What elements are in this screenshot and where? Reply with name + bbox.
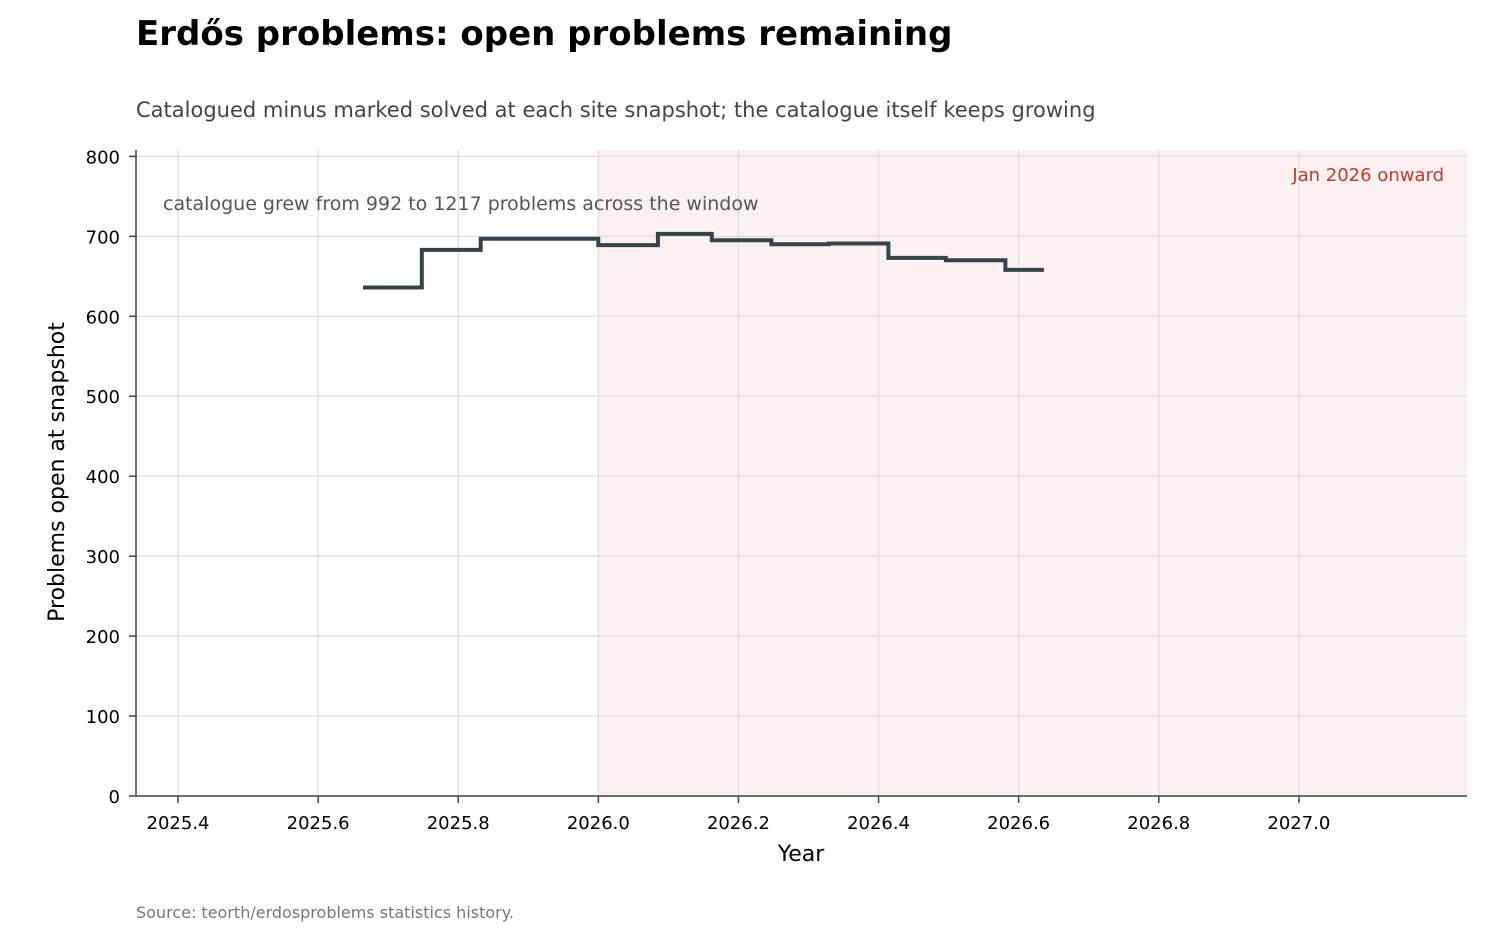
x-tick-label: 2027.0 <box>1267 813 1330 834</box>
series-line-open-problems <box>363 231 1044 290</box>
x-tick-label: 2026.2 <box>707 813 770 834</box>
y-axis-label: Problems open at snapshot <box>45 322 70 622</box>
annotation-catalogue-growth: catalogue grew from 992 to 1217 problems… <box>163 193 759 215</box>
y-tick-label: 300 <box>86 547 120 568</box>
shaded-region-jan-2026-onward <box>598 150 1467 796</box>
x-axis-label: Year <box>777 842 826 867</box>
y-tick-label: 500 <box>86 387 120 408</box>
axes: 0 100 200 300 400 500 600 700 800 2025.4 2025.6 202… <box>86 147 1467 834</box>
source-note: Source: teorth/erdosproblems statistics … <box>136 903 515 922</box>
y-tick-label: 100 <box>86 707 120 728</box>
y-tick-label: 700 <box>86 227 120 248</box>
chart-subtitle: Catalogued minus marked solved at each s… <box>136 98 1096 122</box>
chart-title: Erdős problems: open problems remaining <box>136 14 953 54</box>
shaded-region-label: Jan 2026 onward <box>1291 165 1444 186</box>
x-tick-label: 2026.0 <box>567 813 630 834</box>
x-tick-label: 2025.6 <box>287 813 350 834</box>
x-tick-label: 2026.6 <box>987 813 1050 834</box>
gridlines <box>136 150 1467 797</box>
plot-area <box>363 231 1044 290</box>
y-tick-label: 800 <box>86 147 120 168</box>
y-tick-label: 0 <box>109 787 120 808</box>
y-tick-label: 600 <box>86 307 120 328</box>
x-tick-label: 2026.4 <box>847 813 910 834</box>
x-tick-label: 2025.4 <box>147 813 210 834</box>
y-tick-label: 400 <box>86 467 120 488</box>
x-tick-label: 2025.8 <box>427 813 490 834</box>
y-tick-label: 200 <box>86 627 120 648</box>
x-tick-label: 2026.8 <box>1127 813 1190 834</box>
